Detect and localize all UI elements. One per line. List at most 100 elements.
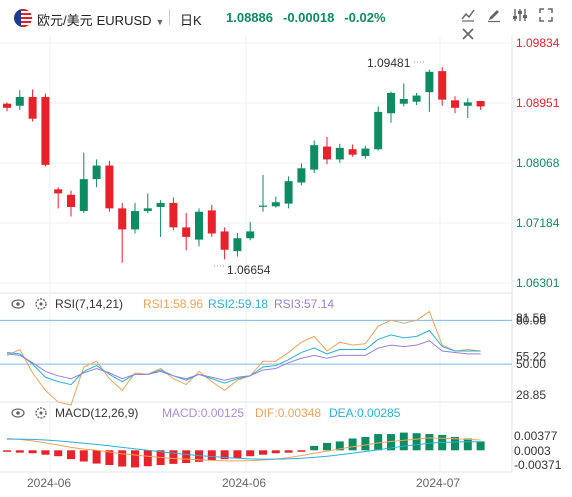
macd-histogram-bar xyxy=(3,450,11,452)
macd-histogram-bar xyxy=(297,450,306,452)
candle-body xyxy=(131,211,139,230)
rsi2-legend: RSI2:59.18 xyxy=(208,297,268,311)
dif-legend: DIF:0.00348 xyxy=(255,406,321,420)
rsi1-name: RSI1 xyxy=(143,297,170,311)
price-tick-label: 1.09834 xyxy=(516,36,560,50)
macd-histogram-bar xyxy=(246,450,255,457)
price-change: -0.00018 xyxy=(283,10,335,25)
candle-body xyxy=(335,147,344,160)
chart-type-icon[interactable] xyxy=(459,7,477,25)
timeframe-selector[interactable]: 日K xyxy=(180,10,202,29)
macd-histogram-bar xyxy=(28,450,37,454)
macd-title: MACD(12,26,9) xyxy=(55,406,138,420)
eye-icon[interactable] xyxy=(11,408,25,418)
time-tick-label: 2024-06 xyxy=(27,476,71,490)
rsi-tick-label: 80.00 xyxy=(516,313,546,327)
symbol-code: EURUSD xyxy=(96,13,152,28)
rsi1-legend: RSI1:58.96 xyxy=(143,297,203,311)
dif-line xyxy=(6,437,481,462)
rsi-line-rsi1 xyxy=(6,310,481,406)
macd-histogram-bar xyxy=(463,438,472,451)
candle-body xyxy=(425,71,434,93)
macd-histogram-bar xyxy=(284,450,293,453)
macd-histogram-bar xyxy=(335,441,344,451)
candle-body xyxy=(361,148,370,157)
price-tick-label: 1.06301 xyxy=(516,276,560,290)
draw-icon[interactable] xyxy=(485,7,503,25)
macd-histogram-bar xyxy=(451,437,459,451)
candle-body xyxy=(399,98,408,104)
candle-body xyxy=(92,165,101,180)
chart-header: 欧元/美元 EURUSD ▼ 日K 1.08886 -0.00018 -0.02% xyxy=(0,0,572,40)
rsi-tick-label: 50.00 xyxy=(516,357,546,371)
eye-icon[interactable] xyxy=(11,299,25,309)
macd-histogram-bar xyxy=(79,450,88,462)
candle-body xyxy=(67,194,75,207)
price-tick-label: 1.08951 xyxy=(516,96,560,110)
candle-body xyxy=(143,208,152,212)
time-tick-label: 2024-06 xyxy=(222,476,266,490)
high-label: 1.09481 xyxy=(367,56,411,70)
macd-histogram-bar xyxy=(348,438,357,451)
fullscreen-icon[interactable] xyxy=(537,7,555,25)
candle-body xyxy=(451,100,459,108)
candle-body xyxy=(169,202,178,228)
gear-icon[interactable] xyxy=(35,407,47,419)
candle-body xyxy=(233,238,242,252)
macd-histogram-bar xyxy=(207,450,216,461)
macd-histogram-bar xyxy=(220,450,229,460)
macd-histogram-bar xyxy=(259,450,267,455)
rsi3-name: RSI3 xyxy=(274,297,301,311)
macd-header: MACD(12,26,9) MACD:0.00125 DIF:0.00348 D… xyxy=(11,406,401,420)
macd-histogram-bar xyxy=(118,450,127,467)
macd-histogram-bar xyxy=(143,450,152,467)
candle-body xyxy=(15,96,24,106)
timeframe-label: 日K xyxy=(180,13,202,28)
chevron-down-icon: ▼ xyxy=(155,17,165,27)
gear-icon[interactable] xyxy=(35,298,47,310)
rsi-line-rsi2 xyxy=(6,329,481,386)
macd-histogram-bar xyxy=(374,434,383,451)
candle-body xyxy=(41,96,50,165)
macd-histogram-bar xyxy=(67,450,75,460)
macd-histogram-bar xyxy=(476,441,485,451)
candle-body xyxy=(207,210,216,234)
macd-histogram-bar xyxy=(131,450,139,468)
rsi-tick-label: 28.85 xyxy=(516,388,546,402)
grid xyxy=(0,36,512,472)
macd-histogram-bar xyxy=(323,442,331,451)
price-readout: 1.08886 -0.00018 -0.02% xyxy=(226,10,396,25)
candle-body xyxy=(246,231,255,239)
macd-histogram-bar xyxy=(169,450,178,464)
macd-histogram-bar xyxy=(105,450,114,466)
toolbar xyxy=(459,7,572,45)
symbol-selector[interactable]: 欧元/美元 EURUSD ▼ xyxy=(37,10,164,29)
candle-body xyxy=(438,71,447,100)
macd-histogram-bar xyxy=(310,445,319,451)
candles-layer xyxy=(3,67,485,263)
rsi3-legend: RSI3:57.14 xyxy=(274,297,334,311)
macd-name: MACD xyxy=(162,406,198,420)
rsi-title: RSI(7,14,21) xyxy=(55,297,123,311)
candle-body xyxy=(105,165,114,209)
candle-body xyxy=(271,202,280,207)
macd-histogram-bar xyxy=(387,434,395,451)
settings-icon[interactable] xyxy=(511,7,529,25)
macd-tick-label: 0.0003 xyxy=(514,444,551,458)
macd-histogram-bar xyxy=(233,450,242,458)
candle-body xyxy=(182,227,191,237)
macd-legend: MACD:0.00125 xyxy=(162,406,244,420)
rsi-header: RSI(7,14,21) RSI1:58.96 RSI2:59.18 RSI3:… xyxy=(11,297,334,311)
macd-histogram-bar xyxy=(361,437,370,451)
macd-value: 0.00125 xyxy=(201,406,245,420)
dea-name: DEA xyxy=(329,406,354,420)
close-icon[interactable] xyxy=(459,26,477,44)
macd-tick-label: -0.00371 xyxy=(514,458,562,472)
dea-line xyxy=(7,438,481,460)
us-flag-icon xyxy=(14,9,32,27)
macd-histogram-bar xyxy=(425,434,434,451)
macd-tick-label: 0.00377 xyxy=(514,429,558,443)
